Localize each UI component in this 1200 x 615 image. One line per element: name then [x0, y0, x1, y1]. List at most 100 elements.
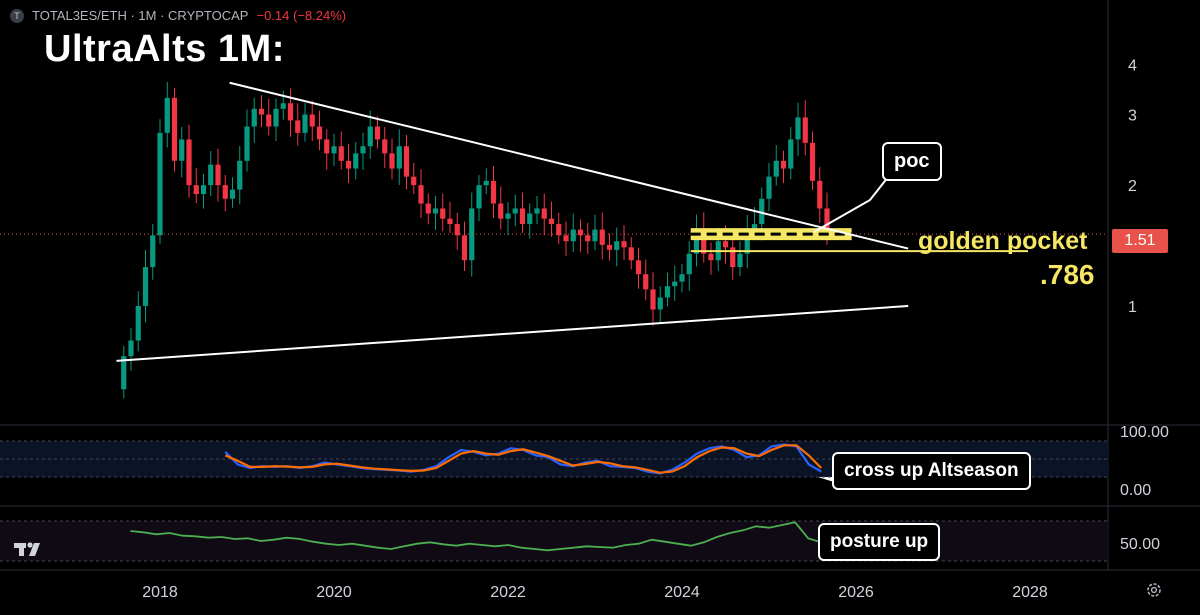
candle-body [664, 286, 671, 298]
candle-body [229, 189, 236, 199]
candle-body [382, 139, 388, 154]
candle-body [585, 235, 591, 242]
oscillator-pane: 50.00 [0, 520, 1160, 562]
candle-body [751, 224, 758, 230]
poc-pointer [813, 171, 893, 233]
candle-body [309, 114, 315, 127]
candle-body [295, 120, 301, 133]
candle-body [273, 108, 279, 127]
candle-body [193, 185, 199, 195]
candle-body [345, 160, 352, 169]
candle-body [759, 198, 765, 225]
candle-body [331, 146, 337, 154]
candle-body [222, 185, 228, 199]
candle-body [179, 139, 185, 161]
tradingview-logo-icon[interactable] [14, 540, 46, 558]
candle-body [788, 139, 794, 169]
candle-body [483, 180, 489, 186]
candle-body [374, 126, 381, 140]
symbol-name[interactable]: TOTAL3ES/ETH · 1M · CRYPTOCAP [32, 8, 249, 23]
candle-body [519, 208, 526, 225]
candle-body [773, 160, 779, 177]
candle-body [490, 180, 497, 204]
candle-body [389, 153, 395, 169]
candle-body [150, 235, 156, 268]
candle-body [266, 114, 272, 127]
candle-body [672, 281, 678, 287]
candle-body [744, 229, 750, 254]
candle-body [802, 117, 808, 143]
candle-body [418, 185, 424, 204]
price-change: −0.14 (−8.24%) [256, 8, 347, 23]
candle-body [722, 241, 729, 248]
candle-body [730, 247, 736, 268]
candle-body [251, 108, 257, 127]
fib-786-label: .786 [1040, 259, 1095, 290]
candle-body [643, 274, 649, 290]
candles [121, 81, 830, 399]
candle-body [693, 229, 700, 254]
candle-body [440, 208, 446, 219]
osc-tick: 50.00 [1120, 536, 1160, 553]
candle-body [258, 108, 265, 115]
trendline [229, 81, 909, 250]
candle-body [403, 146, 410, 177]
candle-body [128, 340, 134, 357]
candle-body [592, 229, 598, 242]
candle-body [824, 208, 830, 235]
candle-body [157, 132, 163, 236]
candle-body [244, 126, 250, 161]
candle-body [498, 203, 504, 219]
symbol-header[interactable]: T TOTAL3ES/ETH · 1M · CRYPTOCAP −0.14 (−… [10, 8, 346, 23]
candle-body [287, 103, 294, 121]
candle-body [512, 208, 518, 214]
candle-body [215, 164, 221, 186]
stoch-tick: 100.00 [1120, 424, 1169, 441]
time-tick: 2020 [316, 584, 352, 601]
candle-body [614, 241, 620, 250]
time-tick: 2028 [1012, 584, 1048, 601]
stoch-tick: 0.00 [1120, 482, 1151, 499]
time-tick: 2022 [490, 584, 526, 601]
candle-body [809, 142, 816, 181]
candle-body [795, 117, 801, 140]
oscillator-band [0, 521, 1108, 561]
candle-body [316, 126, 323, 140]
candle-body [657, 297, 663, 310]
candle-body [142, 267, 149, 306]
candle-body [411, 176, 417, 186]
trendline [116, 304, 909, 362]
symbol-logo-icon: T [10, 8, 24, 23]
candle-body [780, 160, 787, 169]
candle-body [461, 235, 468, 261]
candle-body [469, 208, 475, 261]
candle-body [353, 153, 359, 169]
posture-up-callout: posture up [818, 523, 941, 561]
cross-up-callout: cross up Altseason [832, 452, 1031, 490]
candle-body [164, 97, 170, 133]
candle-body [208, 164, 214, 186]
candle-body [425, 203, 431, 214]
candle-body [679, 274, 685, 282]
candle-body [817, 180, 823, 209]
candle-body [476, 185, 482, 209]
candle-body [701, 229, 707, 254]
last-price-tag: 1.51 [1112, 229, 1168, 253]
candle-body [686, 253, 692, 275]
gear-icon[interactable] [1145, 581, 1163, 599]
candle-body [606, 244, 613, 250]
candle-body [338, 146, 344, 161]
time-tick: 2026 [838, 584, 874, 601]
candle-body [635, 260, 642, 275]
candle-body [200, 185, 207, 195]
price-tick: 1 [1128, 299, 1137, 316]
candle-body [577, 229, 584, 236]
candle-body [527, 213, 533, 225]
candle-body [708, 253, 714, 261]
candle-body [447, 218, 453, 225]
candle-body [135, 305, 141, 341]
golden-pocket-label: golden pocket [918, 227, 1088, 255]
candle-body [396, 146, 402, 169]
stoch-series [224, 444, 822, 474]
